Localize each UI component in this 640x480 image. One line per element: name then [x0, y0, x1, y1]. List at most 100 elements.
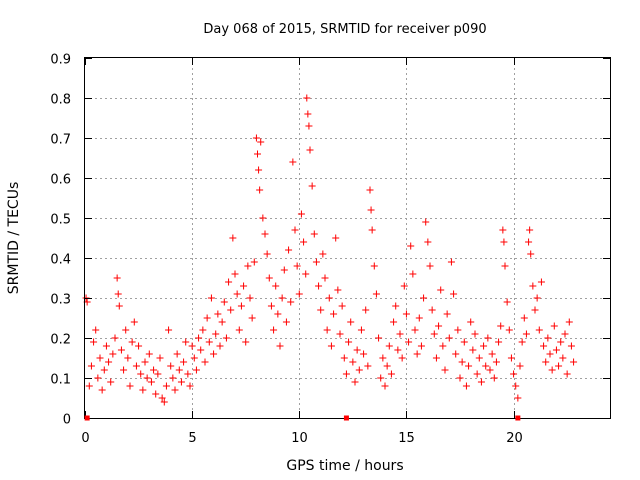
- data-point: [100, 366, 108, 374]
- data-point: [471, 330, 479, 338]
- data-point: [278, 294, 286, 302]
- data-point: [199, 326, 207, 334]
- y-tick-label: 0.6: [50, 173, 71, 188]
- data-point: [248, 314, 256, 322]
- data-point: [550, 322, 558, 330]
- data-point: [492, 358, 500, 366]
- data-point: [255, 166, 263, 174]
- data-point: [90, 338, 98, 346]
- data-point: [367, 206, 375, 214]
- data-point: [407, 242, 415, 250]
- data-point: [570, 358, 578, 366]
- data-point: [310, 230, 318, 238]
- baseline-mark: [515, 415, 521, 421]
- data-point: [267, 302, 275, 310]
- data-point: [120, 366, 128, 374]
- data-point: [182, 338, 190, 346]
- data-point: [201, 358, 209, 366]
- data-point: [417, 342, 425, 350]
- data-point: [150, 366, 158, 374]
- data-point: [220, 298, 228, 306]
- data-point: [338, 302, 346, 310]
- data-point: [500, 238, 508, 246]
- baseline-mark: [84, 415, 90, 421]
- y-tick-label: 0.1: [50, 373, 71, 388]
- data-point: [336, 330, 344, 338]
- data-point: [411, 326, 419, 334]
- data-point: [477, 378, 485, 386]
- data-point: [141, 358, 149, 366]
- data-point: [405, 338, 413, 346]
- data-point: [227, 306, 235, 314]
- data-point: [184, 370, 192, 378]
- data-point: [357, 326, 365, 334]
- data-point: [452, 350, 460, 358]
- data-point: [274, 310, 282, 318]
- data-point: [92, 326, 100, 334]
- data-point: [190, 354, 198, 362]
- data-point: [312, 258, 320, 266]
- data-point: [537, 278, 545, 286]
- data-point: [171, 386, 179, 394]
- data-point: [426, 262, 434, 270]
- x-tick-label: 10: [291, 431, 308, 446]
- data-point: [98, 386, 106, 394]
- data-point: [212, 330, 220, 338]
- data-point: [377, 374, 385, 382]
- data-point: [565, 318, 573, 326]
- data-point: [126, 382, 134, 390]
- data-point: [111, 334, 119, 342]
- data-point: [261, 230, 269, 238]
- data-point: [205, 338, 213, 346]
- data-point: [256, 186, 264, 194]
- data-point: [237, 302, 245, 310]
- data-point: [244, 262, 252, 270]
- data-point: [447, 258, 455, 266]
- data-point: [130, 318, 138, 326]
- data-point: [300, 238, 308, 246]
- data-point: [216, 342, 224, 350]
- data-point: [435, 322, 443, 330]
- data-point: [501, 262, 509, 270]
- grid-lines: [85, 58, 610, 418]
- data-point: [482, 362, 490, 370]
- data-point: [135, 342, 143, 350]
- data-point: [332, 234, 340, 242]
- data-point: [490, 374, 498, 382]
- data-point: [105, 358, 113, 366]
- data-point: [432, 354, 440, 362]
- data-point: [297, 210, 305, 218]
- baseline-marks: [84, 415, 521, 421]
- data-point: [203, 314, 211, 322]
- y-tick-label: 0.8: [50, 93, 71, 108]
- data-point: [364, 362, 372, 370]
- data-point: [280, 266, 288, 274]
- data-point: [152, 390, 160, 398]
- axis-ticks: 0 0.1 0.2 0.3 0.4 0.5 0.6 0.7 0.8 0.9 0 5 10 15 20: [50, 53, 610, 446]
- data-point: [94, 374, 102, 382]
- data-point: [555, 362, 563, 370]
- data-point: [197, 346, 205, 354]
- data-point: [282, 318, 290, 326]
- data-point: [372, 290, 380, 298]
- data-point: [559, 354, 567, 362]
- data-point: [272, 282, 280, 290]
- data-point: [254, 150, 261, 158]
- data-point: [544, 334, 552, 342]
- data-point: [323, 326, 331, 334]
- data-point: [180, 358, 188, 366]
- data-point: [522, 330, 530, 338]
- data-point: [526, 226, 534, 234]
- data-point: [188, 342, 196, 350]
- data-point: [321, 274, 329, 282]
- data-point: [385, 342, 393, 350]
- data-point: [233, 290, 241, 298]
- data-point: [552, 346, 560, 354]
- data-point: [128, 338, 136, 346]
- x-tick-label: 5: [188, 431, 196, 446]
- data-point: [263, 250, 271, 258]
- data-point: [507, 354, 515, 362]
- data-point: [319, 250, 327, 258]
- data-point: [512, 382, 520, 390]
